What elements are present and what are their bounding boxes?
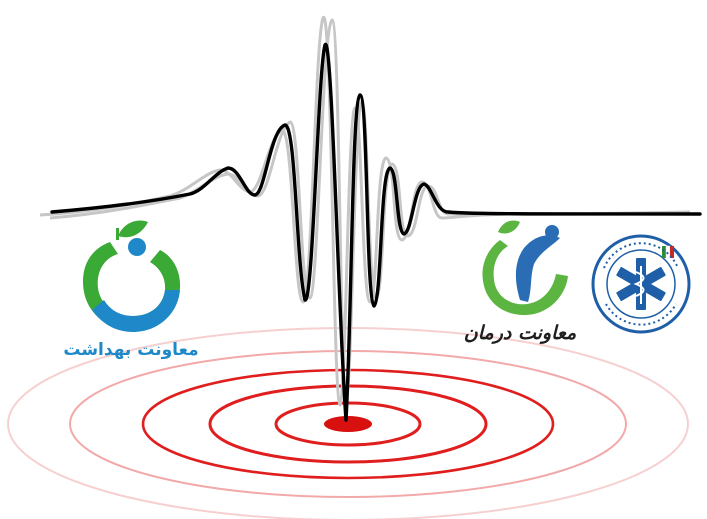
- health-deputy-logo: [83, 220, 181, 332]
- staff-serpent-icon: [633, 266, 645, 304]
- apple-ring-blue: [92, 290, 180, 332]
- figure-head: [545, 225, 559, 239]
- health-deputy-caption: معاونت بهداشت: [63, 340, 199, 360]
- figure-body-icon: [515, 235, 560, 302]
- treatment-deputy-caption: معاونت درمان: [463, 322, 577, 344]
- ems-seal-text-arc-top: [603, 242, 679, 269]
- apple-stem: [116, 228, 119, 240]
- apple-seed: [128, 238, 146, 256]
- epicenter-dot: [324, 416, 372, 432]
- seismograph-wave: [50, 43, 702, 422]
- ems-flag-red: [670, 246, 674, 258]
- ems-flag-white: [665, 245, 671, 259]
- figure-ring-icon: [482, 240, 568, 316]
- treatment-deputy-logo: [482, 220, 568, 316]
- ems-seal-text-arc-bottom: [605, 303, 677, 326]
- treatment-leaf-icon: [498, 220, 520, 234]
- ems-seal-logo: [591, 234, 691, 334]
- apple-leaf-icon: [118, 220, 148, 238]
- ems-flag-green: [662, 246, 666, 258]
